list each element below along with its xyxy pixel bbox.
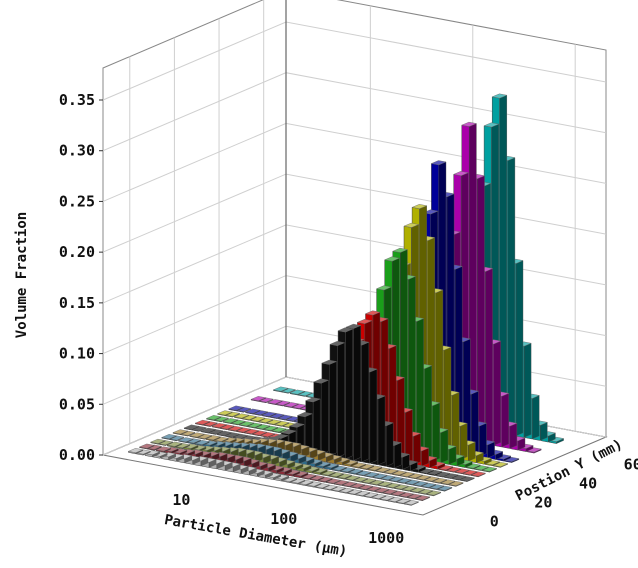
bar-30mm-2.2-top: [205, 415, 222, 421]
bar-20mm-40.6-top: [313, 378, 330, 384]
bar-60mm-3.2-top: [289, 389, 306, 395]
bar-25mm-84.1-top: [356, 319, 373, 324]
z-tick-label: 0.30: [59, 142, 95, 160]
z-tick-label: 0.15: [59, 294, 95, 312]
bar-20mm-70.1-side: [345, 328, 353, 460]
z-gridline: [102, 122, 607, 202]
chart-ticks: 0.00 0.05 0.10 0.15 0.20 0.25 0.30 0.35 10 100 100…: [59, 91, 638, 547]
bar-20mm-145.3-side: [377, 395, 386, 466]
y-tick-label: 0: [490, 513, 499, 531]
bar-20mm-84.1-side: [353, 325, 361, 461]
y-tick-label: 40: [579, 475, 597, 493]
bar-20mm-84.1-top: [345, 323, 362, 329]
bar-15mm-2.2-top: [172, 429, 189, 435]
bar-35mm-433.9-side: [459, 422, 468, 461]
bar-60mm-2.2-top: [272, 386, 289, 392]
bar-20mm-33.8-top: [305, 397, 321, 403]
bar-35mm-145.3-top: [403, 222, 420, 228]
bar-20mm-28.2-top: [296, 412, 313, 418]
bar-15mm-3.2-top: [189, 432, 205, 438]
bar-20mm-33.8-side: [312, 398, 321, 454]
z-gridline: [102, 173, 607, 253]
bar-20mm-174.4-side: [385, 422, 394, 467]
bar-25mm-3.2-top: [211, 422, 228, 428]
bar-60mm-520.7-side: [523, 342, 532, 438]
bar-60mm-361.6-side: [507, 157, 516, 435]
z-gridline: [102, 224, 607, 304]
bar-30mm-121.1-top: [384, 256, 400, 262]
bar-20mm-2.2-top: [183, 424, 200, 430]
bar-30mm-301.3-side: [432, 402, 440, 462]
z-axis-label: Volume Fraction: [14, 212, 30, 338]
bar-30mm-251.1-side: [424, 365, 432, 461]
bar-20mm-48.7-top: [321, 359, 338, 365]
bar-20mm-28.2-side: [304, 413, 313, 452]
bar-20mm-100.9-side: [361, 341, 370, 463]
bar-20mm-40.6-side: [321, 379, 329, 455]
bar-50mm-624.8-side: [509, 422, 518, 449]
bar-50mm-433.9-side: [493, 340, 501, 446]
bar-50mm-251.1-top: [461, 121, 478, 127]
z-tick-label: 0.05: [59, 395, 95, 413]
bar-35mm-520.7-side: [468, 441, 476, 462]
bar-20mm-19.6-top: [280, 429, 297, 435]
left-wall: [102, 0, 287, 456]
bar-20mm-48.7-side: [329, 361, 337, 457]
z-gridline: [102, 72, 607, 152]
bar-50mm-209.3-top: [453, 171, 469, 176]
z-tick-label: 0.10: [59, 345, 95, 363]
bar-20mm-58.4-side: [337, 342, 345, 458]
bar-60mm-301.3-top: [491, 93, 508, 99]
bar-20mm-70.1-top: [337, 327, 354, 333]
bar-30mm-361.6-side: [440, 429, 449, 464]
bar-25mm-100.9-top: [364, 310, 381, 316]
bar--5mm-2.2-top: [127, 448, 144, 453]
y-tick-label: 60: [624, 456, 638, 474]
bar-20mm-3.2-top: [200, 427, 217, 433]
bar-40mm-2.2-top: [228, 405, 245, 411]
bar-50mm-520.7-side: [501, 392, 509, 448]
bar-35mm-2.2-top: [216, 410, 233, 416]
bar-20mm-23.5-top: [288, 422, 305, 428]
bar-20mm-58.4-top: [329, 341, 346, 346]
bar-60mm-624.8-side: [531, 395, 540, 440]
bar-50mm-361.6-side: [485, 268, 493, 445]
bar-25mm-2.2-top: [194, 419, 211, 425]
bar-25mm-251.1-side: [413, 432, 421, 466]
bar-60mm-433.9-side: [515, 260, 524, 437]
x-tick-label: 100: [270, 510, 297, 528]
chart-bars: [127, 93, 565, 506]
y-tick-label: 20: [534, 494, 552, 512]
bar-50mm-2.2-top: [250, 396, 267, 401]
bar-20mm-121.1-side: [369, 368, 378, 464]
z-tick-label: 0.00: [59, 446, 95, 464]
bar-35mm-174.4-top: [411, 204, 428, 209]
bar-35mm-3.2-top: [233, 413, 250, 419]
bar-30mm-100.9-top: [375, 285, 392, 291]
z-gridline: [102, 21, 607, 101]
bar-30mm-145.3-top: [392, 247, 409, 253]
z-tick-label: 0.25: [59, 192, 95, 210]
bar-30mm-3.2-top: [222, 418, 239, 424]
bar-50mm-3.2-top: [267, 399, 283, 405]
bar-10mm-3.2-top: [177, 437, 194, 443]
x-tick-label: 1000: [368, 529, 404, 547]
z-tick-label: 0.20: [59, 243, 95, 261]
series-20mm: [183, 323, 475, 482]
bar-40mm-3.2-top: [244, 408, 261, 414]
bar-10mm-2.2-top: [161, 434, 178, 440]
bar-60mm-251.1-top: [483, 122, 500, 128]
x-axis-label: Particle Diameter (μm): [163, 512, 348, 560]
series--5mm: [127, 448, 420, 506]
z-tick-label: 0.35: [59, 91, 95, 109]
x-tick-label: 10: [172, 491, 190, 509]
bar-5mm-2.2-top: [150, 438, 166, 444]
bar-20mm-209.3-side: [394, 442, 402, 469]
bar-0mm-2.2-top: [138, 443, 155, 449]
bar-40mm-209.3-top: [430, 160, 447, 166]
bar-40mm-174.4-top: [422, 209, 439, 215]
bar-40mm-520.7-side: [479, 422, 487, 457]
